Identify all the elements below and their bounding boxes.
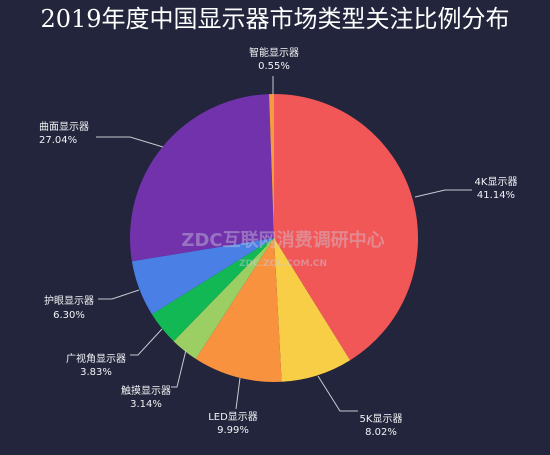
watermark: ZDC互联网消费调研中心 ZDC.ZOL.COM.CN [181,229,384,269]
pie-slices [130,94,419,383]
leader-line [171,349,187,388]
slice-name-label: 护眼显示器 [44,294,94,307]
slice-value-label: 27.04% [39,135,77,146]
leader-line [235,377,241,410]
slice-name-label: 5K显示器 [360,413,403,425]
pie-slice[interactable] [173,238,274,359]
watermark-sub-text: ZDC.ZOL.COM.CN [239,259,327,269]
leader-line [414,189,472,198]
leader-line [317,375,358,412]
slice-name-label: 曲面显示器 [39,121,89,133]
pie-slice[interactable] [274,238,351,382]
slice-name-label: LED显示器 [208,411,258,423]
slice-value-label: 0.55% [258,61,290,72]
pie-slice[interactable] [130,94,274,262]
leader-line [98,289,140,300]
slice-value-label: 6.30% [53,310,85,321]
leader-line [96,136,164,148]
slice-labels: 4K显示器 41.14% 5K显示器 8.02% LED显示器 9.99% 触摸显示器 3.1… [39,46,517,438]
pie-slice[interactable] [269,94,274,238]
slice-name-label: 智能显示器 [249,46,299,59]
slice-value-label: 8.02% [365,427,397,438]
pie-slice[interactable] [151,238,274,342]
pie-slice[interactable] [195,238,282,383]
chart-title: 2019年度中国显示器市场类型关注比例分布 [40,5,510,33]
slice-name-label: 触摸显示器 [121,384,171,397]
leader-line [130,328,163,356]
slice-value-label: 3.83% [80,367,112,378]
slice-name-label: 广视角显示器 [66,352,126,365]
slice-value-label: 41.14% [477,190,515,201]
watermark-main-text: ZDC互联网消费调研中心 [181,229,384,251]
leader-lines [96,76,472,412]
slice-name-label: 4K显示器 [475,176,518,188]
slice-value-label: 3.14% [130,399,162,410]
pie-slice[interactable] [131,238,274,315]
slice-value-label: 9.99% [217,425,249,436]
pie-slice[interactable] [274,94,419,361]
